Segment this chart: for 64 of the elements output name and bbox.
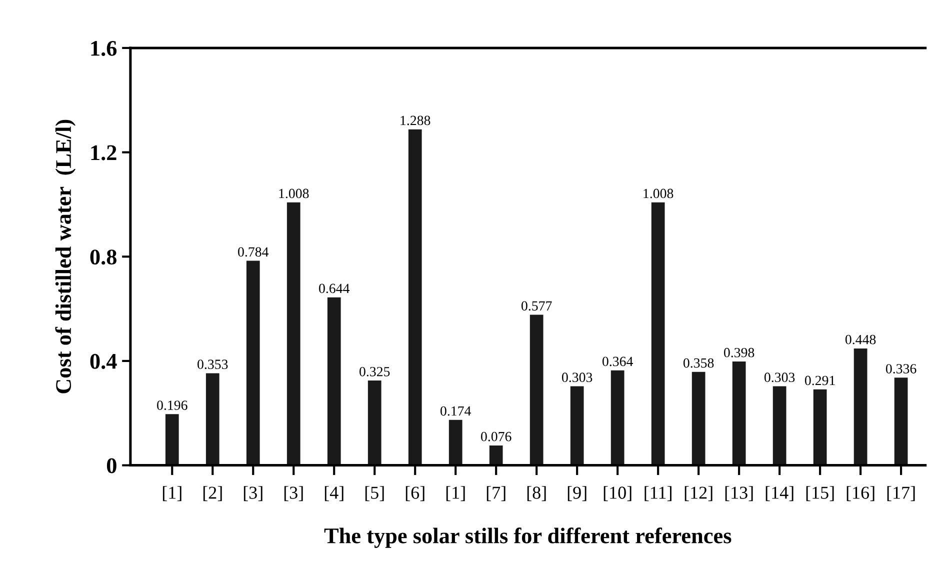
bar <box>570 386 584 466</box>
data-label: 0.448 <box>845 334 876 344</box>
x-tick-label: [8] <box>527 486 546 502</box>
data-label: 1.008 <box>644 188 674 198</box>
bar <box>246 260 260 466</box>
x-tick-label: [9] <box>568 486 586 502</box>
y-tick-label: 0.4 <box>90 354 117 369</box>
x-tick-label: [16] <box>846 486 874 502</box>
y-tick-label: 1.6 <box>91 40 117 56</box>
x-tick-label: [6] <box>406 486 424 502</box>
x-tick-label: [7] <box>486 486 506 502</box>
data-label: 0.291 <box>804 376 835 386</box>
y-tick-label: 1.2 <box>91 145 116 160</box>
data-label: 0.325 <box>360 366 390 376</box>
bar <box>206 373 220 466</box>
x-tick-label: [1] <box>162 486 182 502</box>
bar <box>286 202 300 466</box>
bar <box>165 414 179 466</box>
data-label: 1.288 <box>400 116 430 126</box>
bar <box>368 380 382 466</box>
bar <box>489 445 503 466</box>
data-label: 0.644 <box>319 284 350 294</box>
data-label: 0.577 <box>521 301 552 311</box>
bar <box>327 297 341 466</box>
data-label: 0.353 <box>198 360 228 370</box>
data-label: 0.336 <box>886 364 916 374</box>
data-label: 0.196 <box>157 400 188 410</box>
y-tick-label: 0 <box>106 458 116 474</box>
x-tick-label: [3] <box>244 486 262 502</box>
y-tick-label: 0.8 <box>90 250 116 265</box>
bar <box>530 314 544 466</box>
bar <box>894 378 908 466</box>
x-tick-label: [3] <box>284 486 303 502</box>
bar <box>610 370 624 466</box>
x-tick-label: [17] <box>887 486 915 502</box>
data-label: 1.008 <box>279 188 309 198</box>
data-label: 0.784 <box>238 247 269 257</box>
x-tick-label: [1] <box>446 486 465 502</box>
bar <box>448 420 462 466</box>
data-label: 0.358 <box>683 358 714 368</box>
x-tick-label: [4] <box>324 486 344 502</box>
x-tick-label: [2] <box>203 486 222 502</box>
bar <box>408 129 422 466</box>
x-tick-label: [12] <box>684 486 712 502</box>
x-tick-label: [15] <box>806 486 834 502</box>
x-tick-label: [10] <box>604 486 632 502</box>
bar <box>772 386 786 466</box>
bar <box>692 372 706 466</box>
data-label: 0.174 <box>440 406 472 416</box>
data-label: 0.076 <box>481 432 512 442</box>
bar <box>813 389 827 466</box>
bar <box>854 348 868 466</box>
x-tick-label: [14] <box>766 486 794 502</box>
data-label: 0.364 <box>602 356 633 366</box>
x-tick-label: [13] <box>725 486 753 502</box>
bar <box>732 361 746 466</box>
data-label: 0.303 <box>562 372 592 382</box>
bar <box>651 202 665 466</box>
data-label: 0.303 <box>764 372 795 382</box>
x-tick-label: [11] <box>644 486 672 502</box>
data-label: 0.398 <box>724 348 754 358</box>
x-axis-title: The type solar stills for different references <box>324 527 732 548</box>
x-tick-label: [5] <box>365 486 384 502</box>
y-axis-title: Cost of distilled water (LE/l) <box>55 120 76 394</box>
